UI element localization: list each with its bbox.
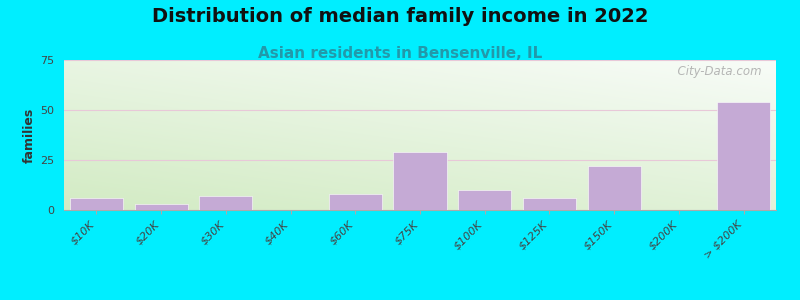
Bar (199, 196, 252, 210)
Bar (717, 102, 770, 210)
Text: Asian residents in Bensenville, IL: Asian residents in Bensenville, IL (258, 46, 542, 62)
Bar (329, 194, 382, 210)
Text: Distribution of median family income in 2022: Distribution of median family income in … (152, 8, 648, 26)
Bar (588, 166, 641, 210)
Bar (134, 204, 188, 210)
Text: City-Data.com: City-Data.com (670, 64, 762, 77)
Y-axis label: families: families (23, 107, 36, 163)
Bar (70, 198, 123, 210)
Bar (458, 190, 511, 210)
Bar (394, 152, 446, 210)
Bar (523, 198, 576, 210)
